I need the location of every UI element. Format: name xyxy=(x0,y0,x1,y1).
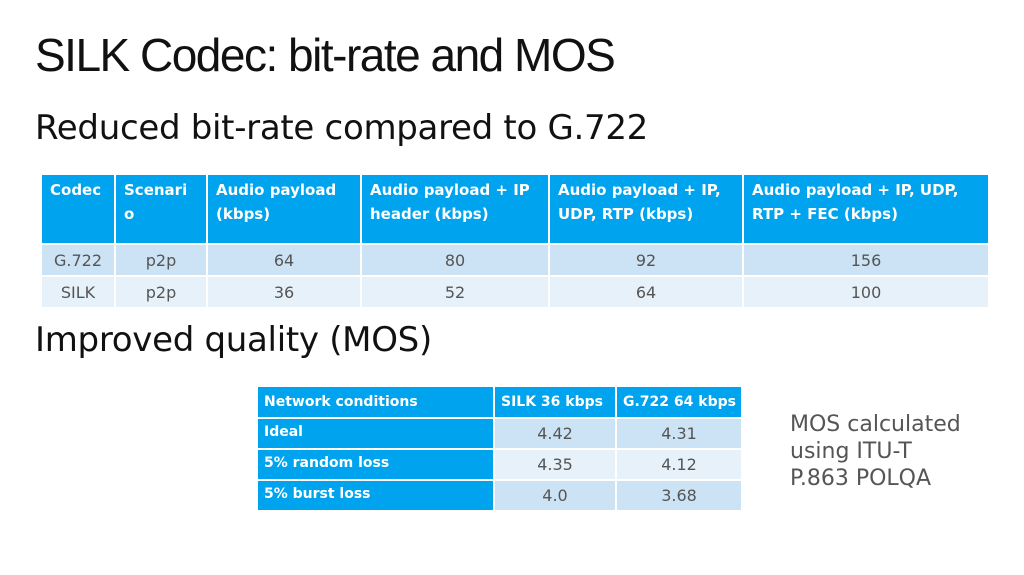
column-header: Audio payload (kbps) xyxy=(207,175,362,244)
column-header: Network conditions xyxy=(258,387,495,419)
page-title: SILK Codec: bit-rate and MOS xyxy=(35,29,616,81)
table-header-row: Codec Scenari o Audio payload (kbps) Aud… xyxy=(42,175,988,244)
mos-footnote: MOS calculated using ITU-T P.863 POLQA xyxy=(790,412,961,491)
column-header: Audio payload + IP header (kbps) xyxy=(361,175,550,244)
table-row: G.722 p2p 64 80 92 156 xyxy=(42,244,988,277)
table-row: 5% random loss 4.35 4.12 xyxy=(258,449,741,481)
table-cell: p2p xyxy=(115,244,208,277)
column-header: Scenari o xyxy=(115,175,208,244)
table-cell: 3.68 xyxy=(616,480,741,512)
column-header: Audio payload + IP, UDP, RTP (kbps) xyxy=(549,175,744,244)
table-cell: 80 xyxy=(361,244,550,277)
column-header: Codec xyxy=(42,175,116,244)
table-cell: 100 xyxy=(743,276,988,307)
table-cell: 92 xyxy=(549,244,744,277)
row-header: 5% random loss xyxy=(258,449,495,481)
column-header: SILK 36 kbps xyxy=(494,387,617,419)
table-row: 5% burst loss 4.0 3.68 xyxy=(258,480,741,512)
bitrate-table: Codec Scenari o Audio payload (kbps) Aud… xyxy=(42,175,988,307)
section-heading-bitrate: Reduced bit-rate compared to G.722 xyxy=(35,108,649,148)
table-cell: 36 xyxy=(207,276,362,307)
table-cell: 4.31 xyxy=(616,418,741,450)
table-cell: 4.35 xyxy=(494,449,617,481)
table-cell: 4.12 xyxy=(616,449,741,481)
table-cell: 156 xyxy=(743,244,988,277)
table-row: Ideal 4.42 4.31 xyxy=(258,418,741,450)
row-header: Ideal xyxy=(258,418,495,450)
table-cell: p2p xyxy=(115,276,208,307)
table-cell: 64 xyxy=(549,276,744,307)
row-header: 5% burst loss xyxy=(258,480,495,512)
column-header: G.722 64 kbps xyxy=(616,387,741,419)
table-cell: 4.42 xyxy=(494,418,617,450)
table-cell: 52 xyxy=(361,276,550,307)
table-cell: 64 xyxy=(207,244,362,277)
column-header: Audio payload + IP, UDP, RTP + FEC (kbps… xyxy=(743,175,988,244)
table-header-row: Network conditions SILK 36 kbps G.722 64… xyxy=(258,387,741,419)
table-row: SILK p2p 36 52 64 100 xyxy=(42,276,988,307)
table-cell: G.722 xyxy=(42,244,116,277)
table-cell: SILK xyxy=(42,276,116,307)
section-heading-quality: Improved quality (MOS) xyxy=(35,320,432,360)
table-cell: 4.0 xyxy=(494,480,617,512)
mos-table: Network conditions SILK 36 kbps G.722 64… xyxy=(258,387,741,512)
